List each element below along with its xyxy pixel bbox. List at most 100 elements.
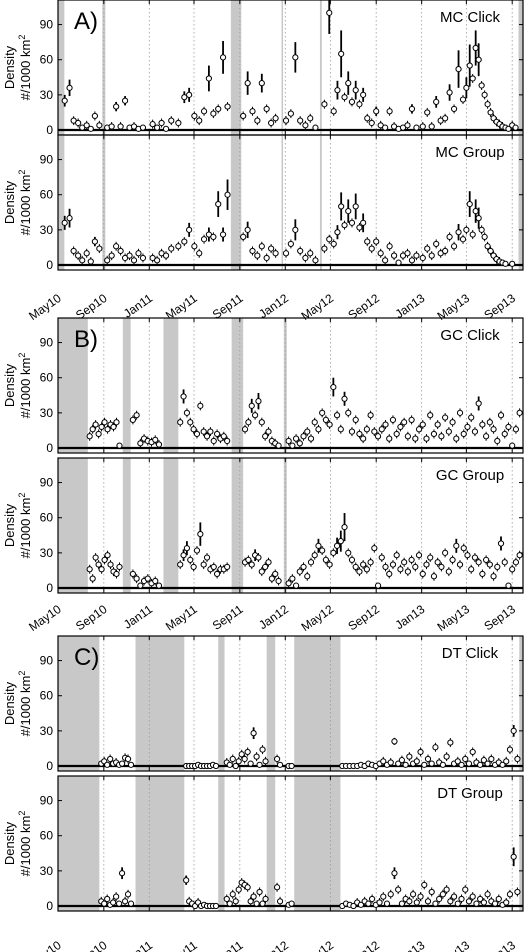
data-point <box>373 238 380 245</box>
x-tick-label: Sep13 <box>481 602 518 634</box>
data-point <box>516 409 523 416</box>
data-point <box>193 547 201 554</box>
panel-frame <box>57 635 524 772</box>
data-point <box>89 426 96 433</box>
data-point <box>244 80 251 87</box>
data-point <box>326 9 333 16</box>
data-point <box>434 559 441 566</box>
data-point <box>101 419 108 426</box>
data-point <box>248 402 255 409</box>
data-point <box>439 891 446 898</box>
y-axis-label: Density <box>2 681 17 725</box>
data-point <box>224 103 231 110</box>
data-point <box>321 245 328 252</box>
data-point <box>203 433 211 440</box>
data-point <box>421 881 428 889</box>
data-point <box>187 556 194 563</box>
data-point <box>92 554 99 561</box>
data-point <box>149 121 156 128</box>
data-point <box>191 243 198 250</box>
data-point <box>254 252 261 259</box>
no-data-band <box>294 776 341 911</box>
data-point <box>341 222 348 229</box>
data-point <box>304 428 311 435</box>
data-point <box>424 898 432 905</box>
x-tick-label: Jan12 <box>256 291 291 321</box>
data-point <box>483 556 490 563</box>
data-point <box>367 412 374 419</box>
data-point <box>401 559 408 566</box>
data-point <box>108 123 115 130</box>
y-axis-label: Density <box>2 180 17 224</box>
data-point <box>427 554 434 561</box>
data-point <box>197 531 204 538</box>
data-point <box>219 54 227 61</box>
data-point <box>96 122 103 129</box>
panel-frame <box>57 134 524 271</box>
data-point <box>244 226 251 233</box>
data-point <box>472 44 479 52</box>
data-point <box>348 556 356 563</box>
panel-frame <box>57 317 524 454</box>
data-point <box>180 393 187 400</box>
y-axis-unit-superscript: 2 <box>17 493 27 498</box>
data-point <box>297 117 304 124</box>
data-point <box>363 566 370 573</box>
data-point <box>287 110 294 117</box>
no-data-band <box>135 776 185 911</box>
data-point <box>495 895 502 903</box>
data-point <box>395 886 402 893</box>
y-axis-unit-superscript: 2 <box>17 671 27 676</box>
data-point <box>307 250 314 257</box>
data-point <box>363 426 370 433</box>
x-tick-label: May12 <box>299 938 337 952</box>
data-point <box>406 753 413 760</box>
data-point <box>224 563 231 571</box>
data-point <box>124 755 132 763</box>
data-point <box>110 899 117 906</box>
y-tick-label: 0 <box>46 759 53 773</box>
data-point <box>224 437 231 445</box>
y-tick-label: 60 <box>40 829 54 843</box>
data-point <box>262 433 269 440</box>
data-point <box>345 80 352 87</box>
data-point <box>413 758 420 765</box>
panel-frame <box>57 775 524 912</box>
data-point <box>83 122 90 129</box>
data-point <box>259 900 266 907</box>
data-point <box>490 426 497 433</box>
data-point <box>307 435 315 442</box>
data-point <box>158 119 165 127</box>
no-data-band <box>135 636 185 771</box>
no-data-band <box>294 636 341 771</box>
data-point <box>413 899 420 906</box>
y-axis-label: Density <box>2 503 17 547</box>
x-tick-label: Jan12 <box>256 602 291 632</box>
data-point <box>442 414 449 421</box>
data-point <box>475 215 482 222</box>
data-point <box>348 219 356 226</box>
data-point <box>397 566 404 573</box>
data-point <box>391 738 398 745</box>
y-axis-unit-superscript: 2 <box>17 811 27 816</box>
data-point <box>273 884 281 891</box>
data-point <box>104 257 111 264</box>
data-point <box>307 115 314 122</box>
data-point <box>240 112 247 120</box>
data-point <box>215 105 222 113</box>
data-point <box>352 563 359 571</box>
y-axis-label: Density <box>2 363 17 407</box>
data-point <box>118 870 126 877</box>
data-point <box>253 900 260 907</box>
data-point <box>272 570 279 578</box>
data-point <box>255 398 262 405</box>
data-point <box>463 226 470 233</box>
data-point <box>235 758 242 765</box>
no-data-band <box>283 458 287 593</box>
data-point <box>512 559 520 566</box>
data-point <box>273 755 281 763</box>
data-point <box>265 559 272 566</box>
no-data-band <box>231 458 244 593</box>
y-tick-label: 0 <box>46 258 53 272</box>
